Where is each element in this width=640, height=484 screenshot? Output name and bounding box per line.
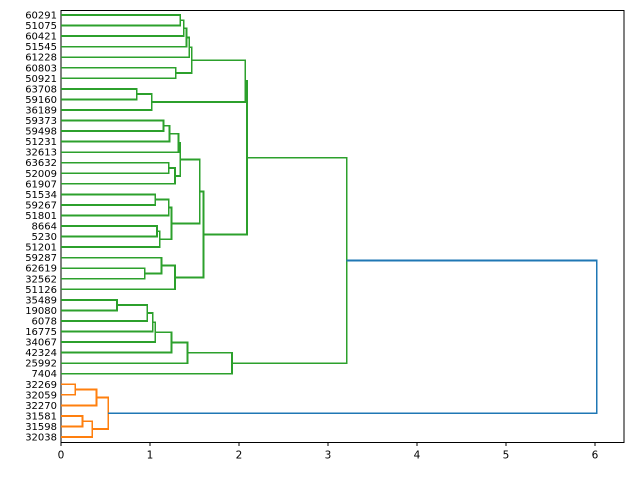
leaf-label: 51201: [25, 243, 57, 254]
dendrogram-link-green: [61, 298, 118, 312]
leaf-label: 35489: [25, 295, 57, 306]
dendrogram-link-green: [61, 225, 159, 238]
x-tick-label: 4: [414, 450, 421, 462]
leaf-label: 51075: [25, 21, 57, 32]
leaf-label: 60291: [25, 11, 57, 22]
x-tick-label: 0: [58, 450, 65, 462]
leaf-label: 32269: [25, 380, 57, 391]
leaf-label: 31581: [25, 411, 57, 422]
dendrogram-link-green: [61, 256, 163, 275]
leaf-label: 63708: [25, 84, 57, 95]
leaf-label: 60803: [25, 63, 57, 74]
dendrogram-link-green: [159, 206, 173, 241]
leaf-label: 31598: [25, 422, 57, 433]
dendrogram-link-green: [61, 93, 153, 111]
dendrogram-link-green: [151, 59, 247, 103]
dendrogram-link-orange: [61, 420, 94, 438]
leaf-label: 61907: [25, 179, 57, 190]
dendrogram-link-green: [61, 19, 185, 37]
leaf-label: 8664: [32, 222, 57, 233]
dendrogram-link-green: [61, 230, 161, 248]
dendrogram-link-green: [61, 193, 157, 206]
leaf-label: 51801: [25, 211, 57, 222]
leaf-label: 32562: [25, 274, 57, 285]
leaf-label: 16775: [25, 327, 57, 338]
x-tick-label: 2: [236, 450, 243, 462]
leaf-label: 42324: [25, 348, 57, 359]
leaf-label: 32059: [25, 390, 57, 401]
dendrogram-link-green: [61, 124, 171, 143]
dendrogram-link-green: [61, 119, 165, 132]
x-tick-label: 1: [147, 450, 154, 462]
leaf-label: 51126: [25, 285, 57, 296]
leaf-label: 25992: [25, 359, 57, 370]
dendrogram-link-green: [61, 167, 176, 185]
leaf-label: 50921: [25, 74, 57, 85]
leaf-label: 34067: [25, 338, 57, 349]
x-tick-label: 5: [503, 450, 510, 462]
leaf-label: 19080: [25, 306, 57, 317]
dendrogram-link-green: [61, 264, 176, 291]
dendrogram-link-green: [61, 304, 149, 322]
leaf-label: 7404: [32, 369, 57, 380]
dendrogram-link-green: [61, 14, 182, 27]
dendrogram-link-green: [203, 80, 248, 236]
dendrogram-link-green: [61, 66, 177, 80]
leaf-label: 51534: [25, 190, 57, 201]
x-tick-label: 3: [325, 450, 332, 462]
leaf-label: 59373: [25, 116, 57, 127]
leaf-label: 52009: [25, 169, 57, 180]
dendrogram-link-green: [61, 161, 170, 175]
dendrogram-link-green: [61, 267, 146, 280]
dendrogram-link-green: [61, 87, 138, 101]
leaf-label: 5230: [32, 232, 57, 243]
x-tick-label: 6: [592, 450, 599, 462]
leaf-label: 62619: [25, 264, 57, 275]
dendrogram-link-green: [61, 132, 180, 154]
leaf-label: 6078: [32, 316, 57, 327]
dendrogram-link-orange: [92, 396, 110, 430]
leaf-label: 32613: [25, 148, 57, 159]
dendrogram-link-green: [61, 27, 188, 48]
dendrogram-link-blue: [108, 259, 598, 415]
leaf-label: 59498: [25, 127, 57, 138]
leaf-label: 59267: [25, 200, 57, 211]
leaf-label: 59160: [25, 95, 57, 106]
dendrogram-link-orange: [61, 388, 98, 407]
dendrogram-link-green: [231, 156, 348, 365]
leaf-label: 63632: [25, 158, 57, 169]
dendrogram-link-orange: [61, 383, 77, 396]
dendrogram-link-orange: [61, 415, 84, 428]
leaf-label: 32270: [25, 401, 57, 412]
leaf-label: 51231: [25, 137, 57, 148]
dendrogram-link-green: [61, 312, 154, 333]
leaf-label: 61228: [25, 53, 57, 64]
leaf-label: 36189: [25, 105, 57, 116]
leaf-label: 32038: [25, 433, 57, 444]
leaf-label: 60421: [25, 32, 57, 43]
leaf-label: 51545: [25, 42, 57, 53]
leaf-label: 59287: [25, 253, 57, 264]
dendrogram-link-green: [61, 198, 170, 217]
